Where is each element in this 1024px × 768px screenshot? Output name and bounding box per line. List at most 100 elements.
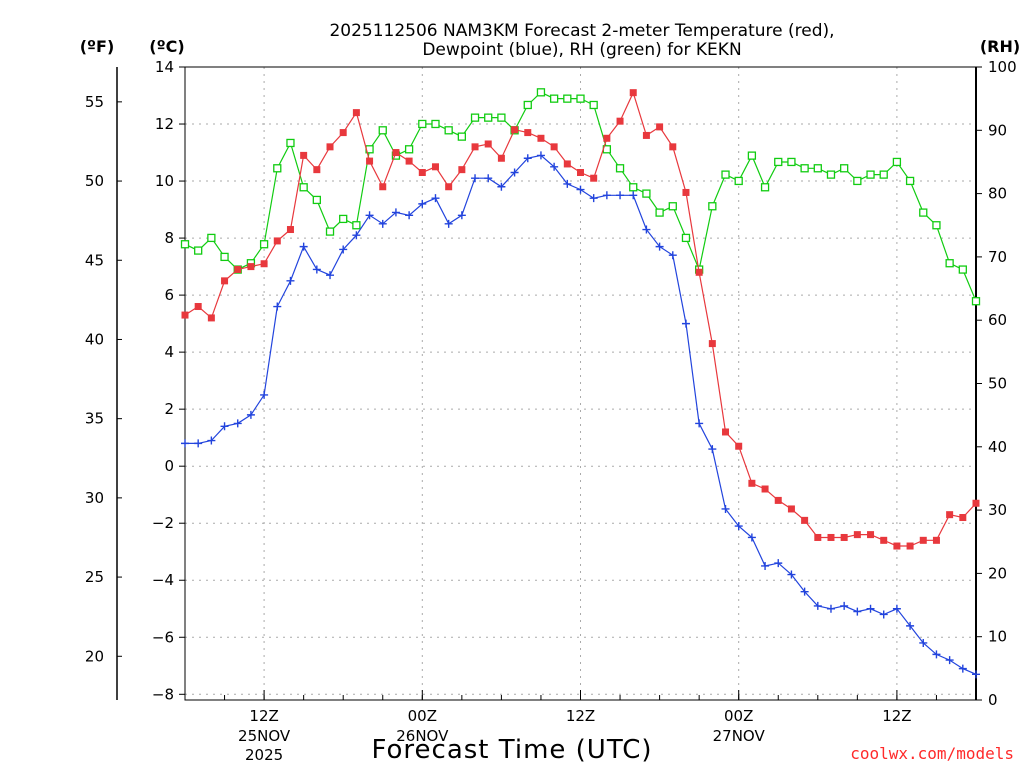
- time-tick-date: 27NOV: [713, 727, 766, 745]
- rh-point: [484, 113, 493, 122]
- rh-point: [312, 195, 321, 205]
- rh-tick-label: 60: [988, 311, 1007, 329]
- rh-tick-label: 20: [988, 564, 1007, 582]
- rh-point: [497, 113, 506, 122]
- temperature-point: [972, 499, 980, 507]
- dewpoint-point: [576, 185, 585, 194]
- time-tick-label: 12Z: [566, 707, 595, 725]
- dewpoint-point: [405, 211, 414, 220]
- rh-point: [352, 221, 361, 230]
- rh-point: [194, 246, 203, 255]
- dewpoint-point: [181, 439, 189, 448]
- temperature-point: [722, 428, 730, 436]
- rh-point: [589, 100, 598, 110]
- temperature-point: [603, 134, 611, 142]
- temperature-point: [431, 163, 439, 171]
- temperature-series: [181, 89, 980, 550]
- rh-point: [840, 164, 849, 173]
- fahrenheit-tick-label: 45: [85, 251, 104, 269]
- temperature-point: [761, 485, 769, 493]
- temperature-point: [352, 109, 360, 117]
- dewpoint-point: [484, 174, 493, 183]
- temperature-point: [181, 311, 189, 319]
- temperature-point: [893, 542, 901, 550]
- temperature-point: [669, 143, 677, 151]
- rh-point: [958, 265, 967, 274]
- rh-point: [563, 94, 572, 103]
- rh-point: [339, 214, 348, 224]
- dewpoint-point: [826, 604, 835, 613]
- rh-point: [220, 252, 229, 262]
- celsius-tick-label: −2: [152, 514, 174, 532]
- rh-point: [431, 119, 440, 129]
- dewpoint-point: [286, 276, 295, 285]
- temperature-point: [695, 268, 703, 276]
- time-tick-date: 25NOV: [238, 727, 291, 745]
- rh-point: [932, 221, 941, 230]
- dewpoint-point: [892, 604, 901, 613]
- temperature-point: [339, 129, 347, 137]
- dewpoint-point: [787, 570, 796, 579]
- rh-point: [655, 208, 664, 217]
- temperature-point: [827, 533, 835, 541]
- temperature-point: [221, 277, 229, 285]
- dewpoint-point: [800, 587, 809, 596]
- rh-point: [853, 176, 862, 186]
- temperature-point: [616, 117, 624, 125]
- fahrenheit-tick-label: 30: [85, 489, 104, 507]
- rh-point: [404, 145, 414, 154]
- dewpoint-point: [813, 601, 822, 610]
- rh-tick-label: 40: [988, 438, 1007, 456]
- rh-point: [259, 240, 269, 249]
- rh-unit-label: (RH): [980, 37, 1020, 56]
- rh-point: [708, 202, 717, 211]
- dewpoint-point: [207, 436, 216, 445]
- temperature-point: [656, 123, 664, 131]
- rh-point: [826, 170, 836, 179]
- temperature-point: [959, 514, 967, 522]
- dewpoint-point: [326, 271, 335, 280]
- temperature-point: [207, 314, 215, 322]
- dewpoint-point: [932, 650, 941, 659]
- temperature-point: [867, 531, 875, 539]
- temperature-point: [458, 166, 466, 174]
- temperature-point: [801, 516, 809, 524]
- chart-title-line2: Dewpoint (blue), RH (green) for KEKN: [422, 40, 741, 60]
- dewpoint-point: [747, 533, 756, 542]
- temperature-point: [537, 134, 545, 142]
- chart-title-line1: 2025112506 NAM3KM Forecast 2-meter Tempe…: [329, 21, 834, 41]
- rh-point: [879, 170, 888, 179]
- fahrenheit-tick-label: 50: [85, 172, 104, 190]
- dewpoint-series: [181, 151, 980, 679]
- dewpoint-point: [919, 638, 928, 647]
- dewpoint-point: [378, 219, 387, 228]
- rh-point: [800, 164, 809, 173]
- temperature-point: [379, 183, 387, 191]
- rh-point: [668, 202, 677, 211]
- temperature-point: [906, 542, 914, 550]
- dewpoint-point: [418, 199, 427, 208]
- rh-point: [378, 126, 387, 135]
- rh-point: [919, 208, 928, 217]
- dewpoint-point: [510, 168, 519, 177]
- dewpoint-point: [431, 194, 440, 203]
- temperature-point: [366, 157, 374, 165]
- dewpoint-point: [945, 656, 954, 665]
- dewpoint-point: [695, 419, 704, 428]
- temperature-point: [234, 265, 242, 273]
- celsius-tick-label: 10: [155, 172, 174, 190]
- dewpoint-point: [840, 601, 849, 610]
- temperature-point: [471, 143, 479, 151]
- fahrenheit-unit-label: (ºF): [80, 37, 115, 56]
- dewpoint-point: [273, 302, 282, 311]
- rh-point: [721, 170, 730, 179]
- dewpoint-point: [708, 445, 717, 454]
- dewpoint-point: [550, 162, 559, 171]
- rh-tick-label: 100: [988, 58, 1017, 76]
- rh-point: [325, 227, 335, 236]
- dewpoint-point: [866, 604, 875, 613]
- temperature-point: [629, 89, 637, 97]
- dewpoint-point: [602, 191, 611, 200]
- x-axis-title: Forecast Time (UTC): [371, 735, 652, 765]
